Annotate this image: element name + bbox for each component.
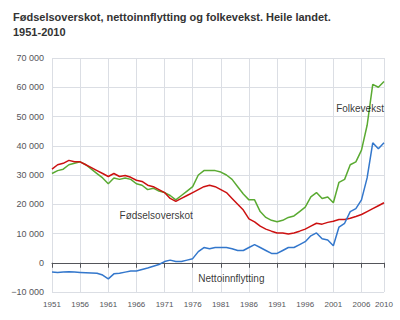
svg-text:1991: 1991 <box>268 300 286 309</box>
svg-text:70 000: 70 000 <box>16 53 44 63</box>
svg-text:−10 000: −10 000 <box>11 287 44 297</box>
svg-text:1951: 1951 <box>43 300 61 309</box>
svg-text:2010: 2010 <box>375 300 393 309</box>
svg-text:20 000: 20 000 <box>16 199 44 209</box>
svg-text:2006: 2006 <box>353 300 371 309</box>
svg-text:40 000: 40 000 <box>16 141 44 151</box>
svg-text:Nettoinnflytting: Nettoinnflytting <box>198 273 264 284</box>
svg-text:30 000: 30 000 <box>16 170 44 180</box>
svg-text:1956: 1956 <box>71 300 89 309</box>
svg-text:2001: 2001 <box>324 300 342 309</box>
svg-text:1986: 1986 <box>240 300 258 309</box>
svg-text:Fødselsoverskot: Fødselsoverskot <box>120 210 194 221</box>
svg-text:Folkevekst: Folkevekst <box>336 103 384 114</box>
svg-text:1966: 1966 <box>128 300 146 309</box>
svg-text:1981: 1981 <box>212 300 230 309</box>
svg-text:1951-2010: 1951-2010 <box>13 26 66 38</box>
svg-text:0: 0 <box>39 258 44 268</box>
svg-text:Fødselsoverskot, nettoinnflytt: Fødselsoverskot, nettoinnflytting og fol… <box>13 11 331 23</box>
svg-text:1996: 1996 <box>296 300 314 309</box>
svg-text:50 000: 50 000 <box>16 112 44 122</box>
svg-text:60 000: 60 000 <box>16 82 44 92</box>
svg-text:1971: 1971 <box>156 300 174 309</box>
svg-text:1961: 1961 <box>99 300 117 309</box>
svg-text:10 000: 10 000 <box>16 229 44 239</box>
svg-text:1976: 1976 <box>184 300 202 309</box>
